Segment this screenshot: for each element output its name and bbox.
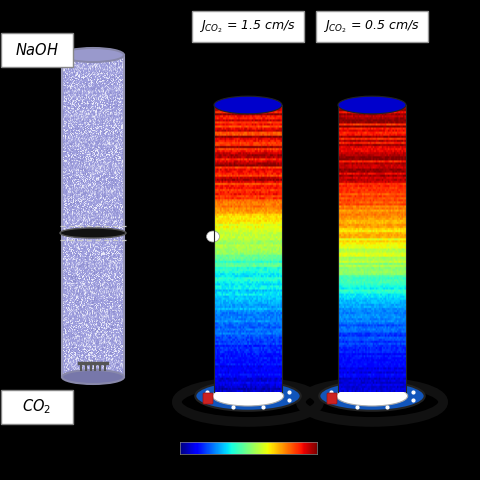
Ellipse shape [214,96,282,114]
Ellipse shape [319,381,425,411]
FancyBboxPatch shape [1,390,73,424]
Ellipse shape [62,48,124,62]
FancyBboxPatch shape [192,11,304,42]
Ellipse shape [195,381,300,411]
FancyBboxPatch shape [203,393,213,404]
Ellipse shape [212,386,284,406]
FancyBboxPatch shape [316,11,428,42]
Text: $\it{CO}_2$: $\it{CO}_2$ [23,397,51,416]
Text: $J_{CO_2}$ = 0.5 cm/s: $J_{CO_2}$ = 0.5 cm/s [324,18,420,35]
FancyBboxPatch shape [1,33,73,67]
Text: $J_{CO_2}$ = 1.5 cm/s: $J_{CO_2}$ = 1.5 cm/s [200,18,297,35]
Ellipse shape [62,370,124,384]
Ellipse shape [338,96,406,114]
Ellipse shape [60,228,126,238]
Text: $\it{NaOH}$: $\it{NaOH}$ [15,42,59,58]
Ellipse shape [206,231,219,242]
Ellipse shape [336,386,408,406]
FancyBboxPatch shape [327,393,337,404]
